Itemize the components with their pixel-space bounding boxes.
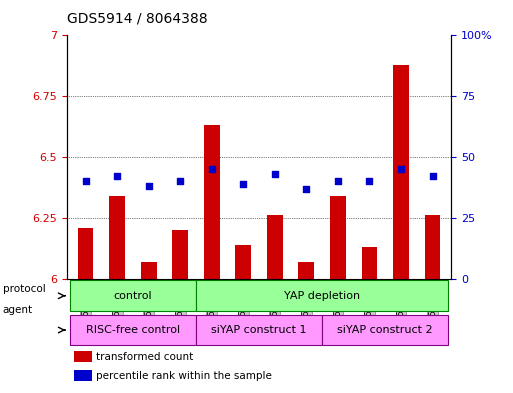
FancyBboxPatch shape <box>196 280 448 311</box>
Point <box>365 178 373 184</box>
Bar <box>74 351 92 362</box>
Text: GDS5914 / 8064388: GDS5914 / 8064388 <box>67 11 207 26</box>
Text: siYAP construct 2: siYAP construct 2 <box>338 325 433 335</box>
Bar <box>74 370 92 381</box>
Bar <box>141 262 156 279</box>
Bar <box>267 215 283 279</box>
Text: RISC-free control: RISC-free control <box>86 325 180 335</box>
Text: protocol: protocol <box>3 284 45 294</box>
Bar <box>425 215 440 279</box>
Bar <box>78 228 93 279</box>
Text: percentile rank within the sample: percentile rank within the sample <box>95 371 271 381</box>
Bar <box>330 196 346 279</box>
Text: siYAP construct 1: siYAP construct 1 <box>211 325 307 335</box>
Text: control: control <box>113 291 152 301</box>
Bar <box>172 230 188 279</box>
Text: transformed count: transformed count <box>95 352 193 362</box>
Point <box>239 181 247 187</box>
Point <box>145 183 153 189</box>
Point <box>113 173 121 180</box>
Bar <box>109 196 125 279</box>
Bar <box>235 244 251 279</box>
Bar <box>393 64 409 279</box>
FancyBboxPatch shape <box>196 315 322 345</box>
Text: YAP depletion: YAP depletion <box>284 291 360 301</box>
FancyBboxPatch shape <box>70 315 196 345</box>
Point <box>271 171 279 177</box>
Text: agent: agent <box>3 305 33 316</box>
Point <box>302 185 310 192</box>
Bar <box>204 125 220 279</box>
Bar <box>299 262 314 279</box>
Point <box>428 173 437 180</box>
Point <box>208 166 216 173</box>
FancyBboxPatch shape <box>70 280 196 311</box>
Bar <box>362 247 378 279</box>
Point <box>334 178 342 184</box>
Point <box>397 166 405 173</box>
Point <box>82 178 90 184</box>
FancyBboxPatch shape <box>322 315 448 345</box>
Point <box>176 178 184 184</box>
